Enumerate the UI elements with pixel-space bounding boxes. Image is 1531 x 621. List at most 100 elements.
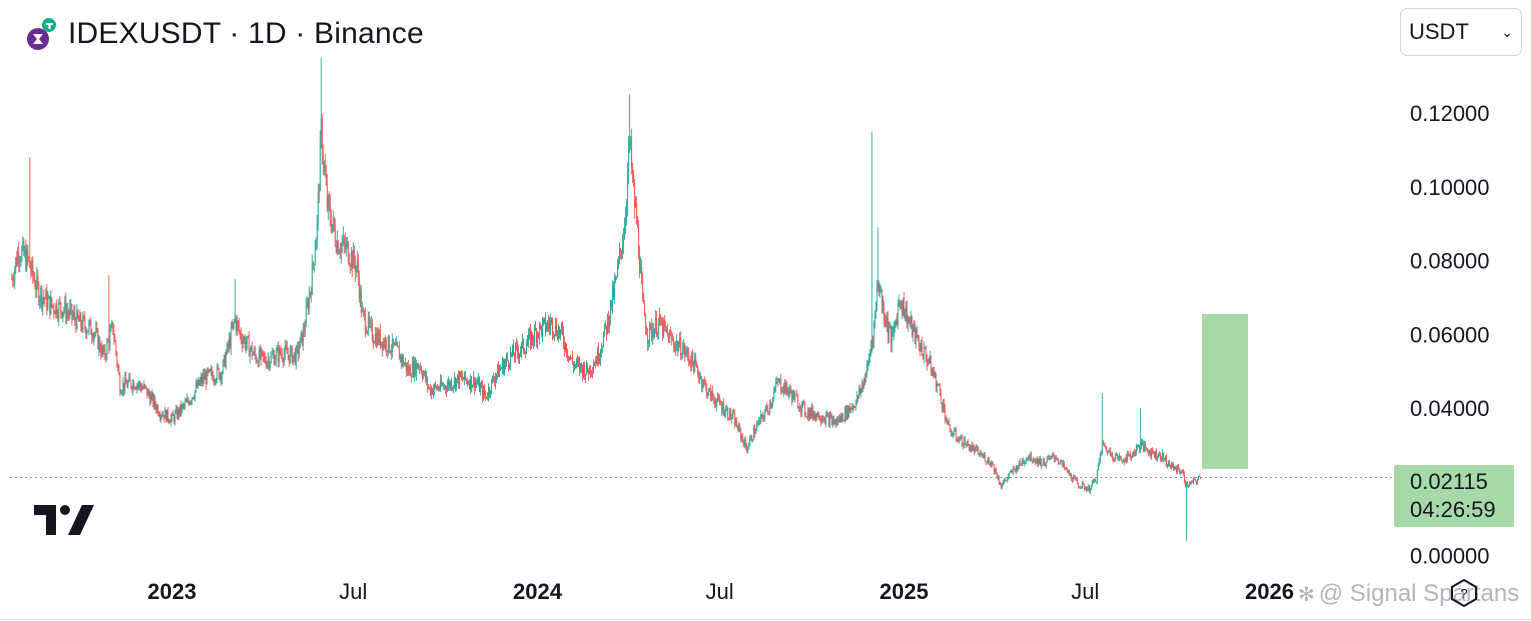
candle-body <box>44 298 46 300</box>
candle-body <box>758 419 760 423</box>
candle-body <box>971 445 973 451</box>
candle-body <box>805 414 807 417</box>
help-icon[interactable]: ? <box>1449 578 1479 608</box>
candle-body <box>786 381 788 390</box>
candle-body <box>1173 467 1175 470</box>
candle-body <box>891 332 893 345</box>
candle-body <box>522 339 523 344</box>
candle-body <box>196 384 198 388</box>
candle-body <box>703 380 705 385</box>
candle-body <box>1003 480 1005 483</box>
candle-body <box>773 392 775 400</box>
candle-body <box>298 348 300 355</box>
candle-body <box>139 382 141 387</box>
candle-body <box>431 388 433 395</box>
candle-body <box>756 424 758 431</box>
candle-body <box>26 249 28 270</box>
candle-body <box>840 415 842 419</box>
candle-body <box>125 377 127 384</box>
candle-body <box>315 239 317 251</box>
candle-body <box>408 367 410 374</box>
candle-body <box>922 354 924 359</box>
candle-body <box>547 322 548 329</box>
candle-body <box>294 352 296 365</box>
candle-body <box>340 244 342 254</box>
candle-body <box>388 335 390 352</box>
candle-body <box>1121 460 1123 462</box>
candle-body <box>712 391 714 398</box>
candle-body <box>1171 463 1173 465</box>
candle-body <box>837 418 839 422</box>
candle-body <box>205 374 207 384</box>
candle-body <box>336 241 338 253</box>
candle-body <box>1044 464 1046 467</box>
candle-body <box>393 343 395 346</box>
candle-body <box>761 414 763 416</box>
candle-body <box>816 413 818 418</box>
currency-select[interactable]: USDT ⌄ <box>1400 8 1522 56</box>
candle-body <box>685 352 687 355</box>
candle-body <box>1123 461 1125 463</box>
candle-body <box>437 387 439 390</box>
candle-body <box>355 266 357 273</box>
candle-body <box>499 368 501 370</box>
candle-body <box>1048 457 1050 459</box>
candle-body <box>931 369 933 374</box>
candle-body <box>765 406 767 413</box>
candle-body <box>37 275 39 285</box>
candle-body <box>485 396 487 399</box>
candle-body <box>628 145 630 174</box>
candle-body <box>788 391 790 395</box>
candle-body <box>867 361 869 366</box>
candle-body <box>114 338 116 342</box>
candle-body <box>1076 479 1078 483</box>
candle-body <box>792 390 794 401</box>
candle-body <box>1021 460 1023 465</box>
candle-body <box>517 345 518 353</box>
candle-body <box>975 447 977 449</box>
candle-body <box>1043 460 1045 465</box>
candle-body <box>307 303 309 311</box>
candle-body <box>855 401 857 408</box>
candle-body <box>239 331 241 333</box>
candle-body <box>42 297 44 307</box>
candle-body <box>730 408 732 419</box>
candle-body <box>230 326 232 348</box>
candle-body <box>106 341 108 357</box>
candle-body <box>253 350 255 354</box>
candle-body <box>1178 469 1180 473</box>
candle-body <box>1027 456 1029 459</box>
candle-body <box>187 398 189 402</box>
candle-body <box>918 340 920 348</box>
candle-body <box>1024 462 1026 464</box>
candle-body <box>319 137 321 191</box>
candle-body <box>417 366 419 369</box>
candle-body <box>324 163 326 176</box>
candle-body <box>943 402 945 409</box>
candle-body <box>343 237 345 244</box>
candle-body <box>911 316 913 334</box>
candle-body <box>570 356 571 359</box>
candle-body <box>32 260 34 276</box>
candle-body <box>531 332 532 347</box>
candle-body <box>791 392 793 401</box>
candle-body <box>318 190 320 192</box>
currency-select-value: USDT <box>1409 19 1469 44</box>
candle-body <box>1125 457 1127 462</box>
candle-body <box>806 416 808 418</box>
candle-body <box>105 356 107 357</box>
candle-body <box>505 360 506 365</box>
candle-body <box>1143 443 1145 451</box>
candle-body <box>163 414 165 419</box>
candle-body <box>165 410 167 422</box>
candle-body <box>633 175 635 184</box>
candle-body <box>135 387 137 389</box>
candle-body <box>1107 451 1109 454</box>
candle-body <box>800 407 802 412</box>
candle-body <box>401 356 403 363</box>
candle-body <box>1012 468 1014 473</box>
candle-body <box>607 315 609 334</box>
candle-body <box>279 347 281 354</box>
tradingview-logo-icon[interactable] <box>34 505 94 540</box>
